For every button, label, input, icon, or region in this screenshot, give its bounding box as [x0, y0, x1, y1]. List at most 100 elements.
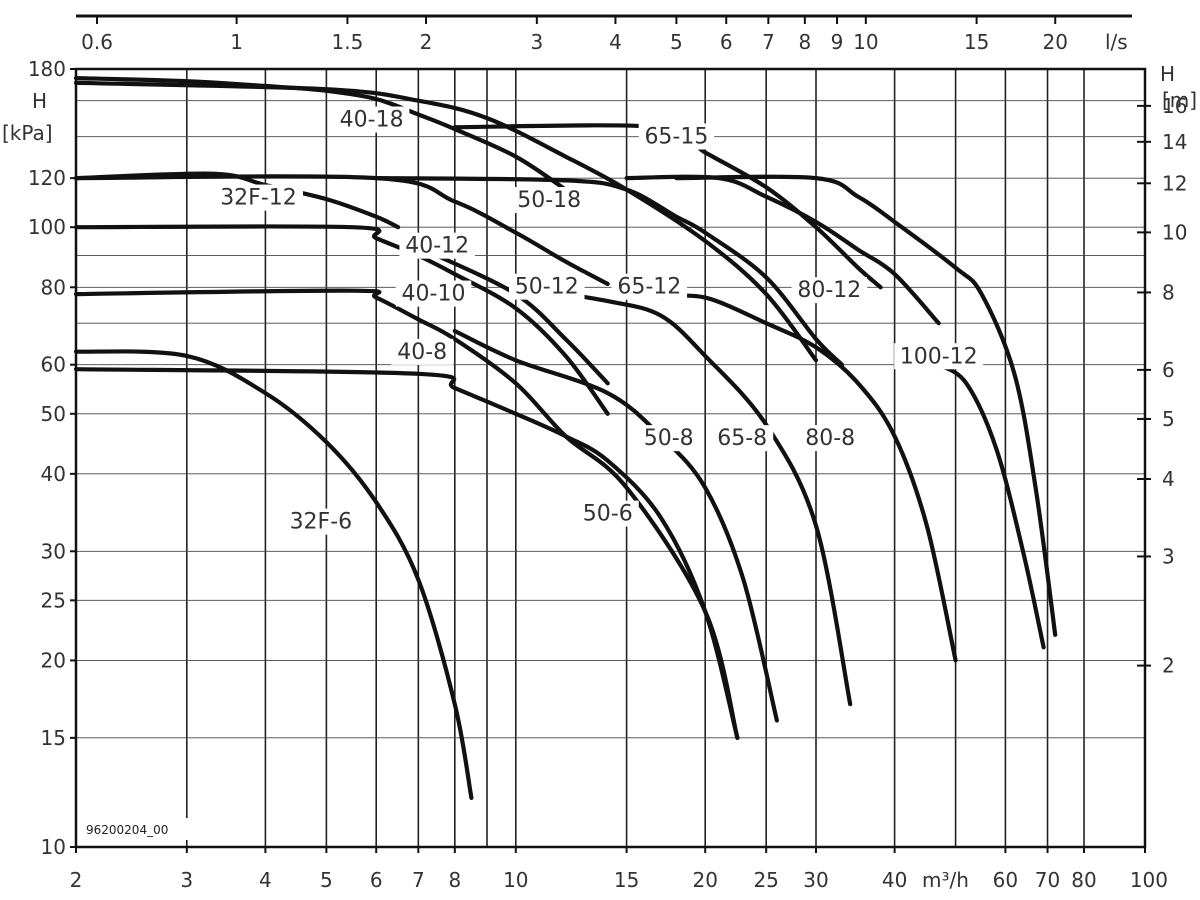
right-tick-label: 3: [1162, 544, 1175, 568]
pump-curve-40-12: [73, 224, 610, 416]
left-tick-label: 100: [28, 215, 66, 239]
left-ylabel-unit: [kPa]: [2, 121, 53, 145]
curve-label-40-8: 40-8: [397, 340, 447, 365]
curve-label-bg: [576, 500, 639, 527]
right-tick-label: 12: [1162, 171, 1187, 195]
curve-labels: 40-18 32F-12 65-15 50-18 40-12 40-10 50-12 65-1…: [213, 106, 984, 535]
left-tick-label: 25: [41, 588, 66, 612]
bottom-tick-label: 30: [803, 868, 828, 892]
pump-curve-40-18: [73, 76, 568, 192]
left-tick-label: 120: [28, 166, 66, 190]
bottom-tick-label: 100: [1130, 868, 1168, 892]
top-tick-label: 20: [1043, 30, 1068, 54]
top-tick-label: 1: [230, 30, 243, 54]
curve-label-bg: [799, 425, 862, 452]
left-tick-label: 30: [41, 539, 66, 563]
right-tick-label: 2: [1162, 654, 1175, 678]
left-tick-label: 60: [41, 353, 66, 377]
curve-label-bg: [509, 273, 585, 300]
top-tick-label: 3: [530, 30, 543, 54]
curve-label-100-12: 100-12: [900, 344, 978, 369]
top-tick-label: 15: [964, 30, 989, 54]
bottom-tick-label: 80: [1071, 868, 1096, 892]
left-tick-label: 50: [41, 402, 66, 426]
curve-label-50-18: 50-18: [517, 188, 581, 213]
left-tick-label: 180: [28, 57, 66, 81]
bottom-tick-label: 6: [370, 868, 383, 892]
plot-frame: [74, 67, 1147, 849]
curve-label-40-10: 40-10: [402, 282, 466, 307]
right-ylabel-h: H: [1160, 62, 1175, 86]
pump-curve-100-12b: [936, 362, 1046, 650]
right-tick-label: 6: [1162, 358, 1175, 382]
curve-label-65-12: 65-12: [617, 275, 681, 300]
left-tick-label: 20: [41, 648, 66, 672]
pump-curve-50-18: [73, 80, 819, 363]
curve-label-bg: [511, 187, 587, 214]
bottom-tick-label: 7: [412, 868, 425, 892]
top-tick-label: 7: [762, 30, 775, 54]
pump-curve-40-10: [73, 288, 740, 740]
curve-label-65-15: 65-15: [644, 125, 708, 150]
curve-label-50-8: 50-8: [644, 426, 694, 451]
code-label-bg: [83, 818, 203, 840]
top-tick-label: 6: [720, 30, 733, 54]
curve-label-bg: [894, 343, 984, 370]
pump-curve-50-12: [73, 174, 610, 286]
left-tick-label: 10: [41, 835, 66, 859]
left-tick-label: 40: [41, 462, 66, 486]
curve-label-32f-6: 32F-6: [290, 510, 353, 535]
curve-label-bg: [395, 280, 472, 307]
curve-label-bg: [399, 232, 475, 259]
top-tick-label: 5: [670, 30, 683, 54]
top-tick-label: 4: [609, 30, 622, 54]
curve-label-bg: [711, 425, 774, 452]
curve-label-bg: [791, 277, 868, 304]
bottom-tick-label: 20: [692, 868, 717, 892]
curve-label-50-12: 50-12: [515, 275, 579, 300]
bottom-tick-label: 2: [70, 868, 83, 892]
bottom-tick-label: 15: [614, 868, 639, 892]
grid-lines: [76, 69, 1145, 847]
curve-label-40-12: 40-12: [405, 234, 469, 259]
right-tick-label: 5: [1162, 407, 1175, 431]
bottom-tick-label: 25: [753, 868, 778, 892]
pump-curve-40-8: [73, 367, 740, 740]
x-axis-label: m³/h: [922, 868, 969, 892]
curve-label-32f-12: 32F-12: [220, 186, 297, 211]
curve-label-80-12: 80-12: [797, 278, 861, 303]
curve-label-bg: [611, 273, 688, 300]
bottom-tick-label: 3: [180, 868, 193, 892]
right-tick-label: 10: [1162, 220, 1187, 244]
curve-label-50-6: 50-6: [583, 502, 633, 527]
bottom-tick-label: 40: [882, 868, 907, 892]
right-tick-label: 16: [1162, 94, 1187, 118]
pump-curve-65-15: [452, 123, 883, 290]
bottom-tick-label: 4: [259, 868, 272, 892]
right-ylabel-unit: [m]: [1162, 88, 1197, 112]
top-tick-label: 8: [798, 30, 811, 54]
curve-label-bg: [638, 123, 715, 150]
curve-label-65-8: 65-8: [717, 426, 767, 451]
curve-label-bg: [637, 425, 700, 452]
pump-curve-65-12: [374, 176, 845, 367]
bottom-tick-label: 60: [993, 868, 1018, 892]
right-tick-label: 8: [1162, 280, 1175, 304]
top-tick-label: 0.6: [81, 30, 113, 54]
curve-label-80-8: 80-8: [805, 426, 855, 451]
curve-label-bg: [213, 184, 303, 211]
top-tick-label: 2: [420, 30, 433, 54]
curve-label-40-18: 40-18: [340, 108, 404, 133]
pump-curve-80-8: [658, 293, 958, 663]
pump-curve-50-8: [435, 253, 610, 386]
left-tick-label: 15: [41, 726, 66, 750]
right-tick-label: 14: [1162, 130, 1187, 154]
curve-label-bg: [333, 106, 410, 133]
pump-curve-100-12: [674, 174, 1058, 637]
top-tick-label: 10: [853, 30, 878, 54]
bottom-tick-label: 8: [448, 868, 461, 892]
bottom-tick-label: 5: [320, 868, 333, 892]
pump-curve-65-8: [539, 288, 853, 707]
